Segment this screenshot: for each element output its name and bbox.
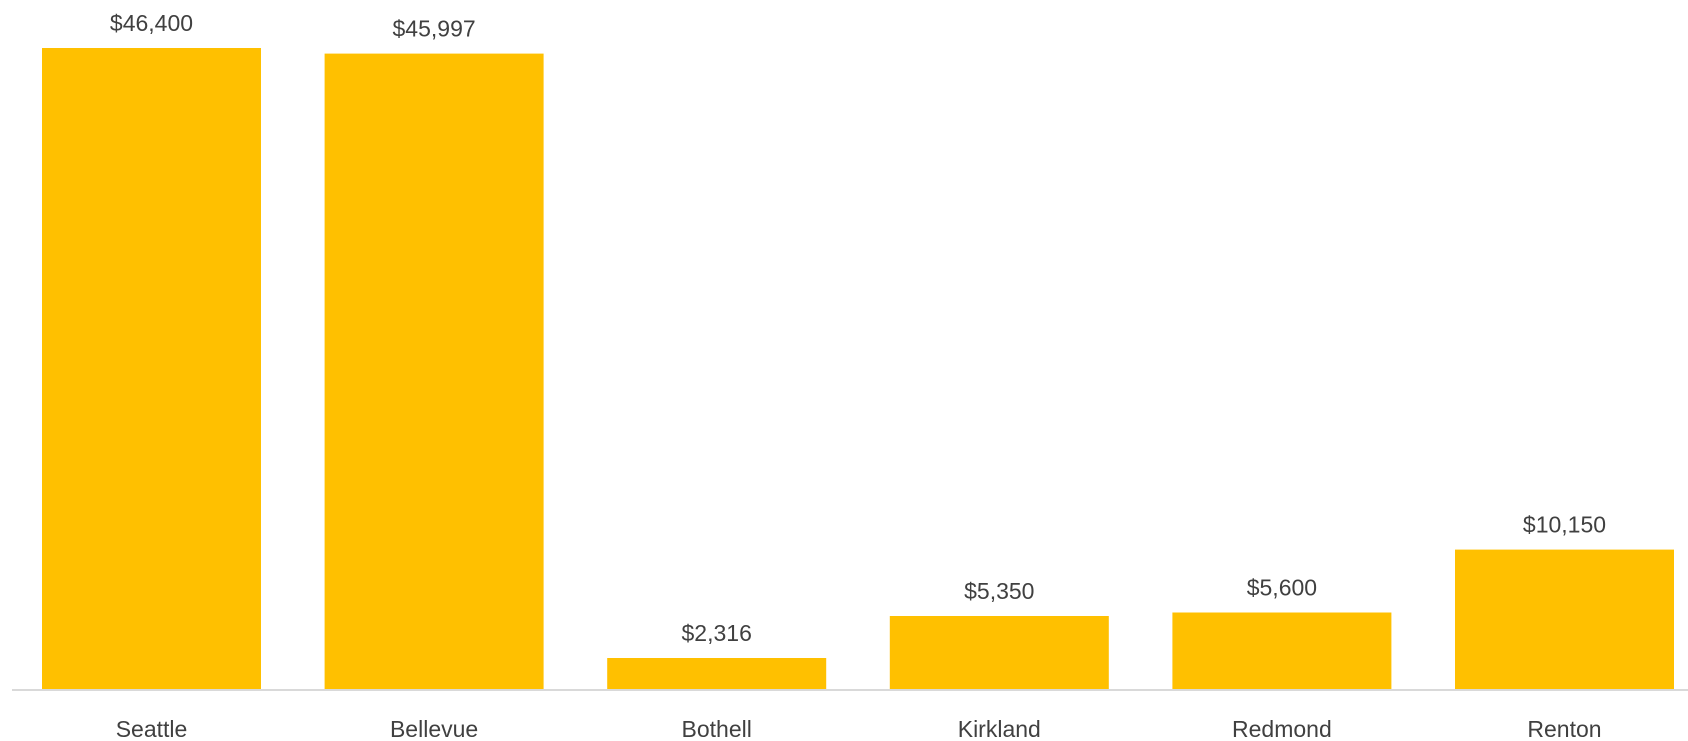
data-label-redmond: $5,600 — [1247, 575, 1317, 601]
bar-renton — [1455, 549, 1674, 690]
data-label-bothell: $2,316 — [682, 620, 752, 646]
data-label-kirkland: $5,350 — [964, 578, 1034, 604]
x-tick-label-bellevue: Bellevue — [390, 716, 478, 741]
x-tick-label-kirkland: Kirkland — [958, 716, 1041, 741]
data-label-renton: $10,150 — [1523, 512, 1606, 538]
bar-bothell — [607, 658, 827, 690]
data-labels-group: $46,400 $45,997 $2,316 $5,350 $5,600 $10,150 — [110, 10, 1606, 646]
bar-redmond — [1172, 612, 1392, 690]
bar-bellevue — [324, 53, 544, 691]
x-tick-label-seattle: Seattle — [116, 716, 188, 741]
x-tick-label-renton: Renton — [1527, 716, 1601, 741]
x-tick-labels-group: Seattle Bellevue Bothell Kirkland Redmond Ren… — [116, 716, 1602, 741]
data-label-seattle: $46,400 — [110, 10, 193, 36]
x-tick-label-bothell: Bothell — [682, 716, 752, 741]
bars-group — [42, 48, 1674, 691]
x-tick-label-redmond: Redmond — [1232, 716, 1332, 741]
bar-seattle — [42, 48, 261, 690]
data-label-bellevue: $45,997 — [393, 16, 476, 42]
bar-kirkland — [889, 616, 1109, 690]
